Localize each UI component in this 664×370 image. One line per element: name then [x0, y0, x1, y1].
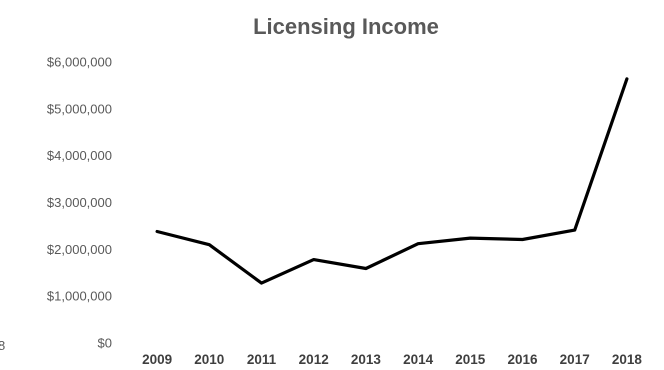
x-tick-label: 2012	[299, 352, 329, 367]
x-tick-label: 2015	[455, 352, 486, 367]
x-tick-label: 2014	[403, 352, 434, 367]
y-tick-label: $4,000,000	[47, 148, 112, 163]
series-line	[155, 77, 629, 285]
y-tick-label: $0	[98, 336, 112, 351]
chart-title: Licensing Income	[253, 14, 439, 39]
x-tick-label: 2016	[507, 352, 538, 367]
y-tick-label: $6,000,000	[47, 55, 112, 70]
y-axis-ticks: $0 $1,000,000 $2,000,000 $3,000,000 $4,000,0…	[47, 55, 112, 351]
x-tick-label: 2017	[560, 352, 590, 367]
series-group	[155, 77, 629, 285]
y-tick-label: $5,000,000	[47, 101, 112, 116]
x-axis-ticks: 2009 2010 2011 2012 2013 2014 2015 2016 2017 2018	[142, 352, 642, 367]
x-tick-label: 2010	[194, 352, 224, 367]
x-tick-label: 2011	[247, 352, 277, 367]
left-edge-fragment: 8	[0, 338, 5, 353]
y-tick-label: $2,000,000	[47, 242, 112, 257]
x-tick-label: 2013	[351, 352, 382, 367]
y-tick-label: $1,000,000	[47, 289, 112, 304]
x-tick-label: 2009	[142, 352, 172, 367]
y-tick-label: $3,000,000	[47, 195, 112, 210]
x-tick-label: 2018	[612, 352, 643, 367]
